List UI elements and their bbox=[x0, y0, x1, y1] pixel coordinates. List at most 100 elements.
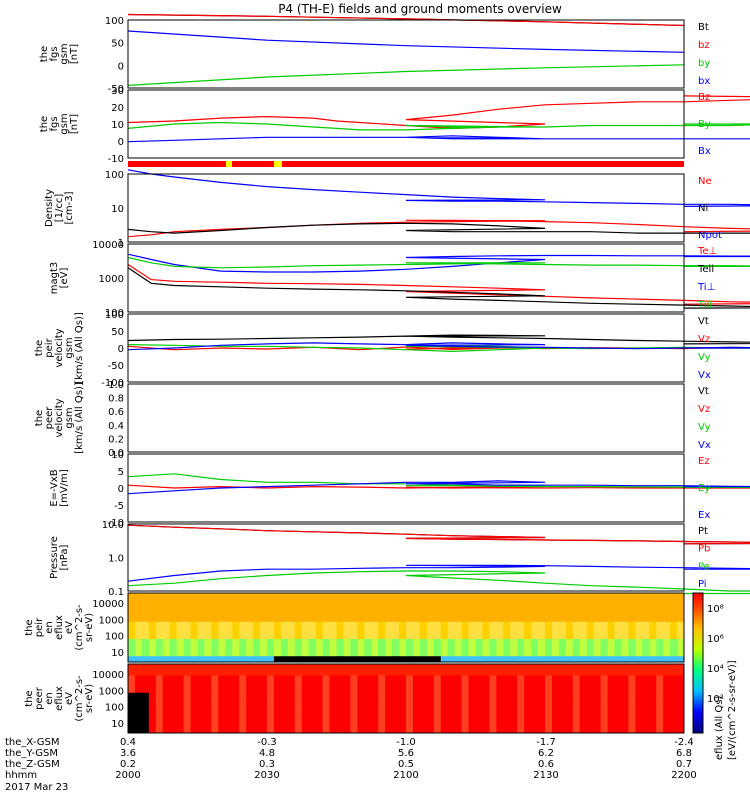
y-axis-label: [mV/m] bbox=[59, 469, 70, 507]
heatmap-cell bbox=[378, 639, 386, 646]
heatmap-cell bbox=[343, 715, 351, 722]
heatmap-cell bbox=[642, 639, 650, 646]
heatmap-cell bbox=[517, 698, 525, 705]
heatmap-cell bbox=[280, 710, 289, 717]
heatmap-cell bbox=[433, 715, 442, 722]
heatmap-cell bbox=[461, 650, 470, 657]
heatmap-cell bbox=[134, 727, 143, 734]
heatmap-cell bbox=[503, 721, 511, 728]
heatmap-cell bbox=[260, 721, 268, 728]
heatmap-cell bbox=[280, 598, 289, 605]
heatmap-cell bbox=[134, 675, 143, 682]
heatmap-cell bbox=[538, 710, 546, 717]
heatmap-cell bbox=[510, 681, 518, 688]
heatmap-cell bbox=[225, 656, 233, 663]
heatmap-cell bbox=[621, 644, 629, 651]
heatmap-cell bbox=[503, 616, 511, 623]
heatmap-cell bbox=[232, 669, 240, 676]
heatmap-cell bbox=[385, 704, 393, 711]
heatmap-cell bbox=[183, 656, 192, 663]
heatmap-cell bbox=[322, 675, 331, 682]
heatmap-cell bbox=[607, 664, 615, 671]
heatmap-cell bbox=[475, 675, 483, 682]
heatmap-cell bbox=[468, 698, 476, 705]
heatmap-cell bbox=[572, 727, 581, 734]
heatmap-cell bbox=[510, 616, 518, 623]
heatmap-cell bbox=[329, 593, 337, 600]
heatmap-cell bbox=[440, 710, 449, 717]
heatmap-cell bbox=[579, 604, 588, 611]
heatmap-cell bbox=[475, 644, 483, 651]
heatmap-cell bbox=[371, 598, 379, 605]
heatmap-cell bbox=[642, 681, 650, 688]
heatmap-cell bbox=[141, 715, 150, 722]
heatmap-cell bbox=[663, 692, 671, 699]
heatmap-cell bbox=[482, 616, 490, 623]
heatmap-cell bbox=[579, 698, 588, 705]
heatmap-cell bbox=[531, 633, 539, 640]
heatmap-cell bbox=[371, 627, 379, 634]
heatmap-cell bbox=[482, 721, 490, 728]
heatmap-cell bbox=[378, 675, 386, 682]
heatmap-cell bbox=[204, 621, 212, 628]
heatmap-cell bbox=[301, 627, 310, 634]
heatmap-cell bbox=[232, 656, 240, 663]
heatmap-cell bbox=[656, 721, 664, 728]
heatmap-cell bbox=[572, 644, 581, 651]
heatmap-cell bbox=[496, 669, 504, 676]
heatmap-cell bbox=[614, 710, 622, 717]
heatmap-cell bbox=[406, 664, 414, 671]
heatmap-cell bbox=[433, 644, 442, 651]
heatmap-cell bbox=[461, 633, 470, 640]
heatmap-cell bbox=[586, 664, 595, 671]
heatmap-cell bbox=[301, 598, 310, 605]
heatmap-cell bbox=[239, 721, 247, 728]
heatmap-cell bbox=[551, 727, 560, 734]
heatmap-cell bbox=[447, 633, 456, 640]
heatmap-cell bbox=[412, 656, 421, 663]
heatmap-cell bbox=[308, 644, 317, 651]
heatmap-cell bbox=[260, 604, 268, 611]
heatmap-cell bbox=[273, 593, 282, 600]
heatmap-cell bbox=[134, 681, 143, 688]
heatmap-cell bbox=[329, 692, 337, 699]
heatmap-cell bbox=[253, 598, 261, 605]
heatmap-cell bbox=[378, 621, 386, 628]
heatmap-cell bbox=[315, 627, 324, 634]
heatmap-cell bbox=[176, 650, 185, 657]
heatmap-cell bbox=[197, 633, 205, 640]
heatmap-cell bbox=[350, 704, 358, 711]
heatmap-cell bbox=[440, 610, 449, 617]
heatmap-cell bbox=[273, 715, 282, 722]
heatmap-cell bbox=[350, 727, 358, 734]
heatmap-cell bbox=[406, 710, 414, 717]
heatmap-cell bbox=[586, 616, 595, 623]
heatmap-cell bbox=[371, 593, 379, 600]
heatmap-cell bbox=[433, 616, 442, 623]
heatmap-cell bbox=[399, 598, 407, 605]
heatmap-cell bbox=[280, 687, 289, 694]
heatmap-cell bbox=[419, 664, 428, 671]
heatmap-cell bbox=[371, 692, 379, 699]
heatmap-cell bbox=[336, 610, 344, 617]
heatmap-cell bbox=[628, 639, 636, 646]
heatmap-cell bbox=[294, 692, 303, 699]
heatmap-cell bbox=[183, 650, 192, 657]
heatmap-cell bbox=[565, 710, 574, 717]
heatmap-cell bbox=[218, 715, 226, 722]
heatmap-cell bbox=[350, 675, 358, 682]
heatmap-cell bbox=[315, 644, 324, 651]
heatmap-cell bbox=[211, 710, 219, 717]
heatmap-cell bbox=[141, 639, 150, 646]
heatmap-cell bbox=[489, 715, 497, 722]
footer-value: 6.2 bbox=[538, 748, 554, 759]
heatmap-cell bbox=[155, 598, 164, 605]
heatmap-cell bbox=[128, 669, 136, 676]
heatmap-cell bbox=[482, 610, 490, 617]
y-tick-label: 5 bbox=[118, 467, 124, 478]
y-tick-label: 10 bbox=[111, 719, 124, 730]
heatmap-cell bbox=[141, 610, 150, 617]
heatmap-cell bbox=[364, 598, 372, 605]
heatmap-cell bbox=[322, 627, 331, 634]
